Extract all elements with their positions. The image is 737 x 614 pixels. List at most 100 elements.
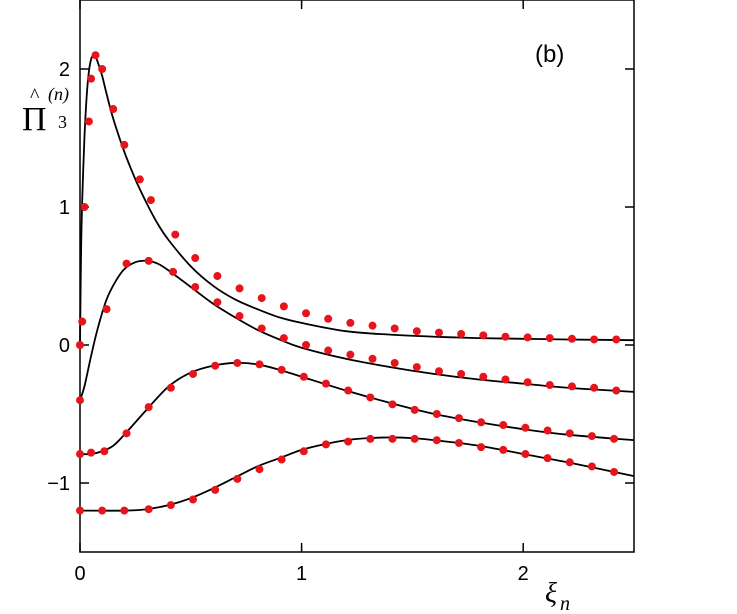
y-axis-label-superscript: (n) (48, 84, 69, 105)
series-1-point-15 (257, 294, 266, 303)
series-1-point-11 (171, 230, 180, 239)
series-2-point-10 (257, 324, 266, 333)
series-4-point-15 (388, 434, 397, 443)
series-3-point-6 (166, 383, 175, 392)
series-4-point-24 (587, 462, 596, 471)
series-3-point-11 (277, 365, 286, 374)
y-tick-label-0: 0 (59, 335, 70, 357)
series-1-point-12 (191, 254, 200, 263)
series-2-point-26 (612, 386, 621, 395)
series-3-point-14 (344, 386, 353, 395)
series-1-point-16 (279, 302, 288, 311)
series-2-point-1 (76, 396, 84, 405)
series-4-point-16 (410, 434, 419, 443)
series-4-point-4 (144, 505, 153, 514)
series-3-point-2 (87, 448, 96, 457)
series-4-point-13 (344, 437, 353, 446)
data-markers (76, 51, 621, 515)
series-2-point-19 (457, 369, 466, 378)
y-axis-label-hat: ^ (30, 85, 40, 107)
series-3-point-3 (100, 447, 109, 456)
series-1-point-6 (98, 65, 107, 73)
series-2-point-12 (302, 341, 311, 349)
series-3-point-24 (565, 429, 574, 438)
series-2-point-16 (390, 358, 399, 367)
series-4-point-9 (255, 465, 264, 474)
x-tick-label-2: 2 (518, 563, 529, 585)
series-4-point-18 (454, 438, 463, 447)
series-4-point-21 (521, 450, 530, 459)
x-tick-label-1: 1 (296, 563, 307, 585)
series-1-point-31 (612, 335, 621, 344)
series-4-point-3 (120, 506, 129, 515)
series-2-point-4 (122, 259, 131, 268)
series-2-point-7 (191, 283, 200, 292)
series-1-point-30 (590, 335, 599, 344)
series-4-point-19 (477, 443, 486, 452)
series-3-curve (79, 361, 635, 456)
series-1-point-24 (457, 329, 466, 338)
series-1-point-5 (91, 51, 100, 60)
series-4-point-23 (565, 458, 574, 467)
series-2-point-17 (412, 363, 421, 372)
y-tick-label-2: 2 (59, 59, 70, 81)
x-tick-label-0: 0 (74, 563, 85, 585)
series-3-point-7 (189, 369, 198, 378)
series-2-point-22 (523, 378, 532, 387)
series-2-point-5 (144, 256, 153, 265)
series-3-point-13 (321, 379, 330, 388)
series-3-point-8 (211, 361, 220, 370)
series-3-point-20 (477, 418, 486, 427)
x-axis-label-symbol: ξ (545, 578, 557, 609)
series-2-point-23 (545, 381, 554, 390)
series-1-point-22 (412, 327, 421, 336)
series-1-curve (79, 54, 635, 346)
series-2-point-13 (324, 346, 333, 355)
series-1-point-8 (120, 140, 129, 149)
series-3-point-9 (233, 358, 242, 367)
plot-frame (79, 0, 635, 553)
series-4-point-14 (366, 434, 375, 443)
series-3-point-25 (587, 432, 596, 441)
series-3-point-22 (521, 423, 530, 432)
series-4-point-12 (321, 440, 330, 449)
series-2-point-11 (279, 334, 288, 343)
series-4-point-10 (277, 455, 286, 464)
series-2-point-24 (567, 382, 576, 391)
series-3-point-23 (543, 426, 552, 435)
series-1-point-19 (346, 318, 355, 327)
series-1-point-20 (368, 321, 377, 330)
series-4-point-6 (189, 495, 198, 504)
series-1-point-29 (567, 334, 576, 343)
x-axis-label: ξ n (545, 578, 570, 614)
series-1-point-28 (545, 334, 554, 343)
series-3-point-18 (432, 410, 441, 418)
series-1-point-27 (523, 333, 532, 342)
series-3-point-26 (610, 434, 619, 443)
series-4-point-1 (76, 506, 84, 515)
panel-label: (b) (535, 41, 564, 68)
series-2-point-8 (213, 298, 222, 307)
series-1-point-13 (213, 272, 222, 280)
series-1-point-9 (135, 175, 144, 184)
series-2-point-25 (590, 383, 599, 392)
series-3-point-15 (366, 393, 375, 402)
series-4-point-2 (98, 506, 107, 515)
series-3-point-12 (299, 372, 308, 381)
series-2-point-3 (102, 305, 111, 314)
series-4-point-8 (233, 474, 242, 483)
y-axis-label: ^ Π (n) 3 (22, 84, 69, 138)
series-3-point-19 (454, 414, 463, 423)
series-2-point-21 (501, 375, 510, 384)
axis-ticks (79, 0, 634, 552)
series-4-point-20 (499, 445, 508, 454)
y-tick-label--1: −1 (47, 473, 70, 495)
series-1-point-10 (146, 196, 155, 205)
series-3-point-16 (388, 400, 397, 409)
series-2-point-15 (368, 354, 377, 363)
series-1-point-17 (302, 309, 311, 318)
fit-curves (79, 54, 635, 512)
y-tick-label-1: 1 (59, 197, 70, 219)
series-1-point-21 (390, 324, 399, 333)
